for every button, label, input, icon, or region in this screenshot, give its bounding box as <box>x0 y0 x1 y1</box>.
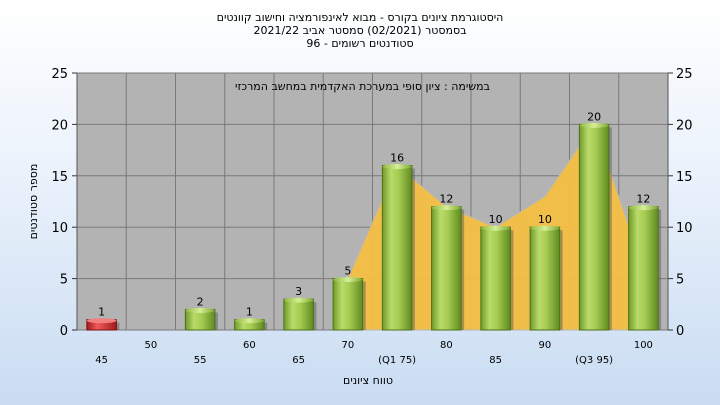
x-tick-label: 50 <box>145 340 158 351</box>
y-tick-label-right: 0 <box>676 324 684 339</box>
bar-90 <box>529 226 561 331</box>
bar-65 <box>283 298 314 331</box>
x-tick-label: (Q3 95) <box>575 355 613 366</box>
bar-85 <box>480 226 511 331</box>
y-tick-label-left: 5 <box>60 273 68 288</box>
x-tick-label: 45 <box>95 355 108 366</box>
data-label: 12 <box>439 193 453 206</box>
x-tick-label: 65 <box>292 355 305 366</box>
x-tick-label: 70 <box>342 340 355 351</box>
bar-top-cap <box>86 318 117 324</box>
bar-top-cap <box>283 297 314 303</box>
chart-title: היסטוגרמת ציונים בקורס - מבוא לאינפורמצי… <box>216 11 504 24</box>
chart-annotation: במשימה : ציון סופי במערכת האקדמית במחשב … <box>235 80 490 93</box>
bar-top-cap <box>628 205 659 211</box>
bar-top-cap <box>333 277 363 283</box>
data-label: 1 <box>98 306 105 319</box>
bar-(Q3 95) <box>578 123 610 331</box>
bar-top-cap <box>579 122 609 128</box>
bar-100 <box>628 206 659 331</box>
bar-80 <box>431 206 462 331</box>
bar-top-cap <box>530 225 560 231</box>
data-label: 1 <box>246 306 253 319</box>
y-tick-label-right: 20 <box>676 118 693 133</box>
chart-subtitle-semester: בסמסטר (02/2021) סמסטר אביב 2021/22 <box>253 24 467 37</box>
y-tick-label-right: 5 <box>676 273 684 288</box>
bars <box>86 122 662 331</box>
x-tick-label: 85 <box>489 355 502 366</box>
y-tick-label-left: 10 <box>51 221 68 236</box>
y-tick-label-right: 15 <box>676 170 693 185</box>
data-label: 12 <box>636 193 650 206</box>
x-axis-title: טווח ציונים <box>343 374 393 387</box>
data-label: 10 <box>538 213 552 226</box>
y-tick-label-left: 15 <box>51 170 68 185</box>
x-tick-label: 80 <box>440 340 453 351</box>
bar-top-cap <box>480 225 511 231</box>
bar-top-cap <box>431 205 462 211</box>
x-tick-label: (Q1 75) <box>378 355 416 366</box>
data-label: 10 <box>489 213 503 226</box>
y-tick-label-left: 25 <box>51 67 68 82</box>
bar-(Q1 75) <box>381 165 413 331</box>
bar-top-cap <box>382 164 412 170</box>
chart-subtitle-students: סטודנטים רשומים - 96 <box>306 37 414 50</box>
data-label: 5 <box>344 265 351 278</box>
bar-top-cap <box>185 307 215 313</box>
x-tick-label: 100 <box>634 340 653 351</box>
y-tick-label-left: 0 <box>60 324 68 339</box>
y-tick-label-right: 10 <box>676 221 693 236</box>
x-tick-label: 90 <box>539 340 552 351</box>
chart-title-block: היסטוגרמת ציונים בקורס - מבוא לאינפורמצי… <box>0 11 720 50</box>
y-tick-label-right: 25 <box>676 67 693 82</box>
bar-top-cap <box>234 318 265 324</box>
x-tick-label: 55 <box>194 355 207 366</box>
data-label: 16 <box>390 152 404 165</box>
x-tick-label: 60 <box>243 340 256 351</box>
chart-text: במשימה : ציון סופי במערכת האקדמית במחשב … <box>27 67 693 387</box>
y-axis-title: מספר סטודנטים <box>27 164 40 240</box>
y-tick-label-left: 20 <box>51 118 68 133</box>
data-label: 20 <box>587 110 601 123</box>
bar-70 <box>332 278 364 331</box>
data-label: 3 <box>295 285 302 298</box>
data-label: 2 <box>197 295 204 308</box>
